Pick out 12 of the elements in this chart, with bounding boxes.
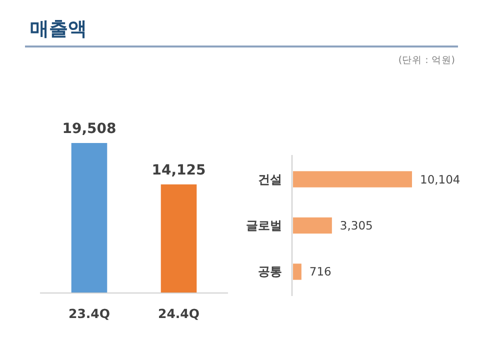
data-label: 10,104 xyxy=(420,172,460,186)
data-label: 716 xyxy=(309,264,332,279)
x-tick-label: 23.4Q xyxy=(68,306,110,321)
y-tick-label: 건설 xyxy=(258,172,282,186)
data-label: 19,508 xyxy=(62,121,116,137)
x-tick-label: 24.4Q xyxy=(158,306,200,321)
data-label: 14,125 xyxy=(152,162,206,178)
y-tick-label: 글로벌 xyxy=(246,218,282,232)
y-tick-label: 공통 xyxy=(258,264,282,279)
chart-title: 매출액 xyxy=(30,18,87,40)
data-label: 3,305 xyxy=(340,218,373,232)
chart-subtitle: (단위 : 억원) xyxy=(398,55,455,66)
